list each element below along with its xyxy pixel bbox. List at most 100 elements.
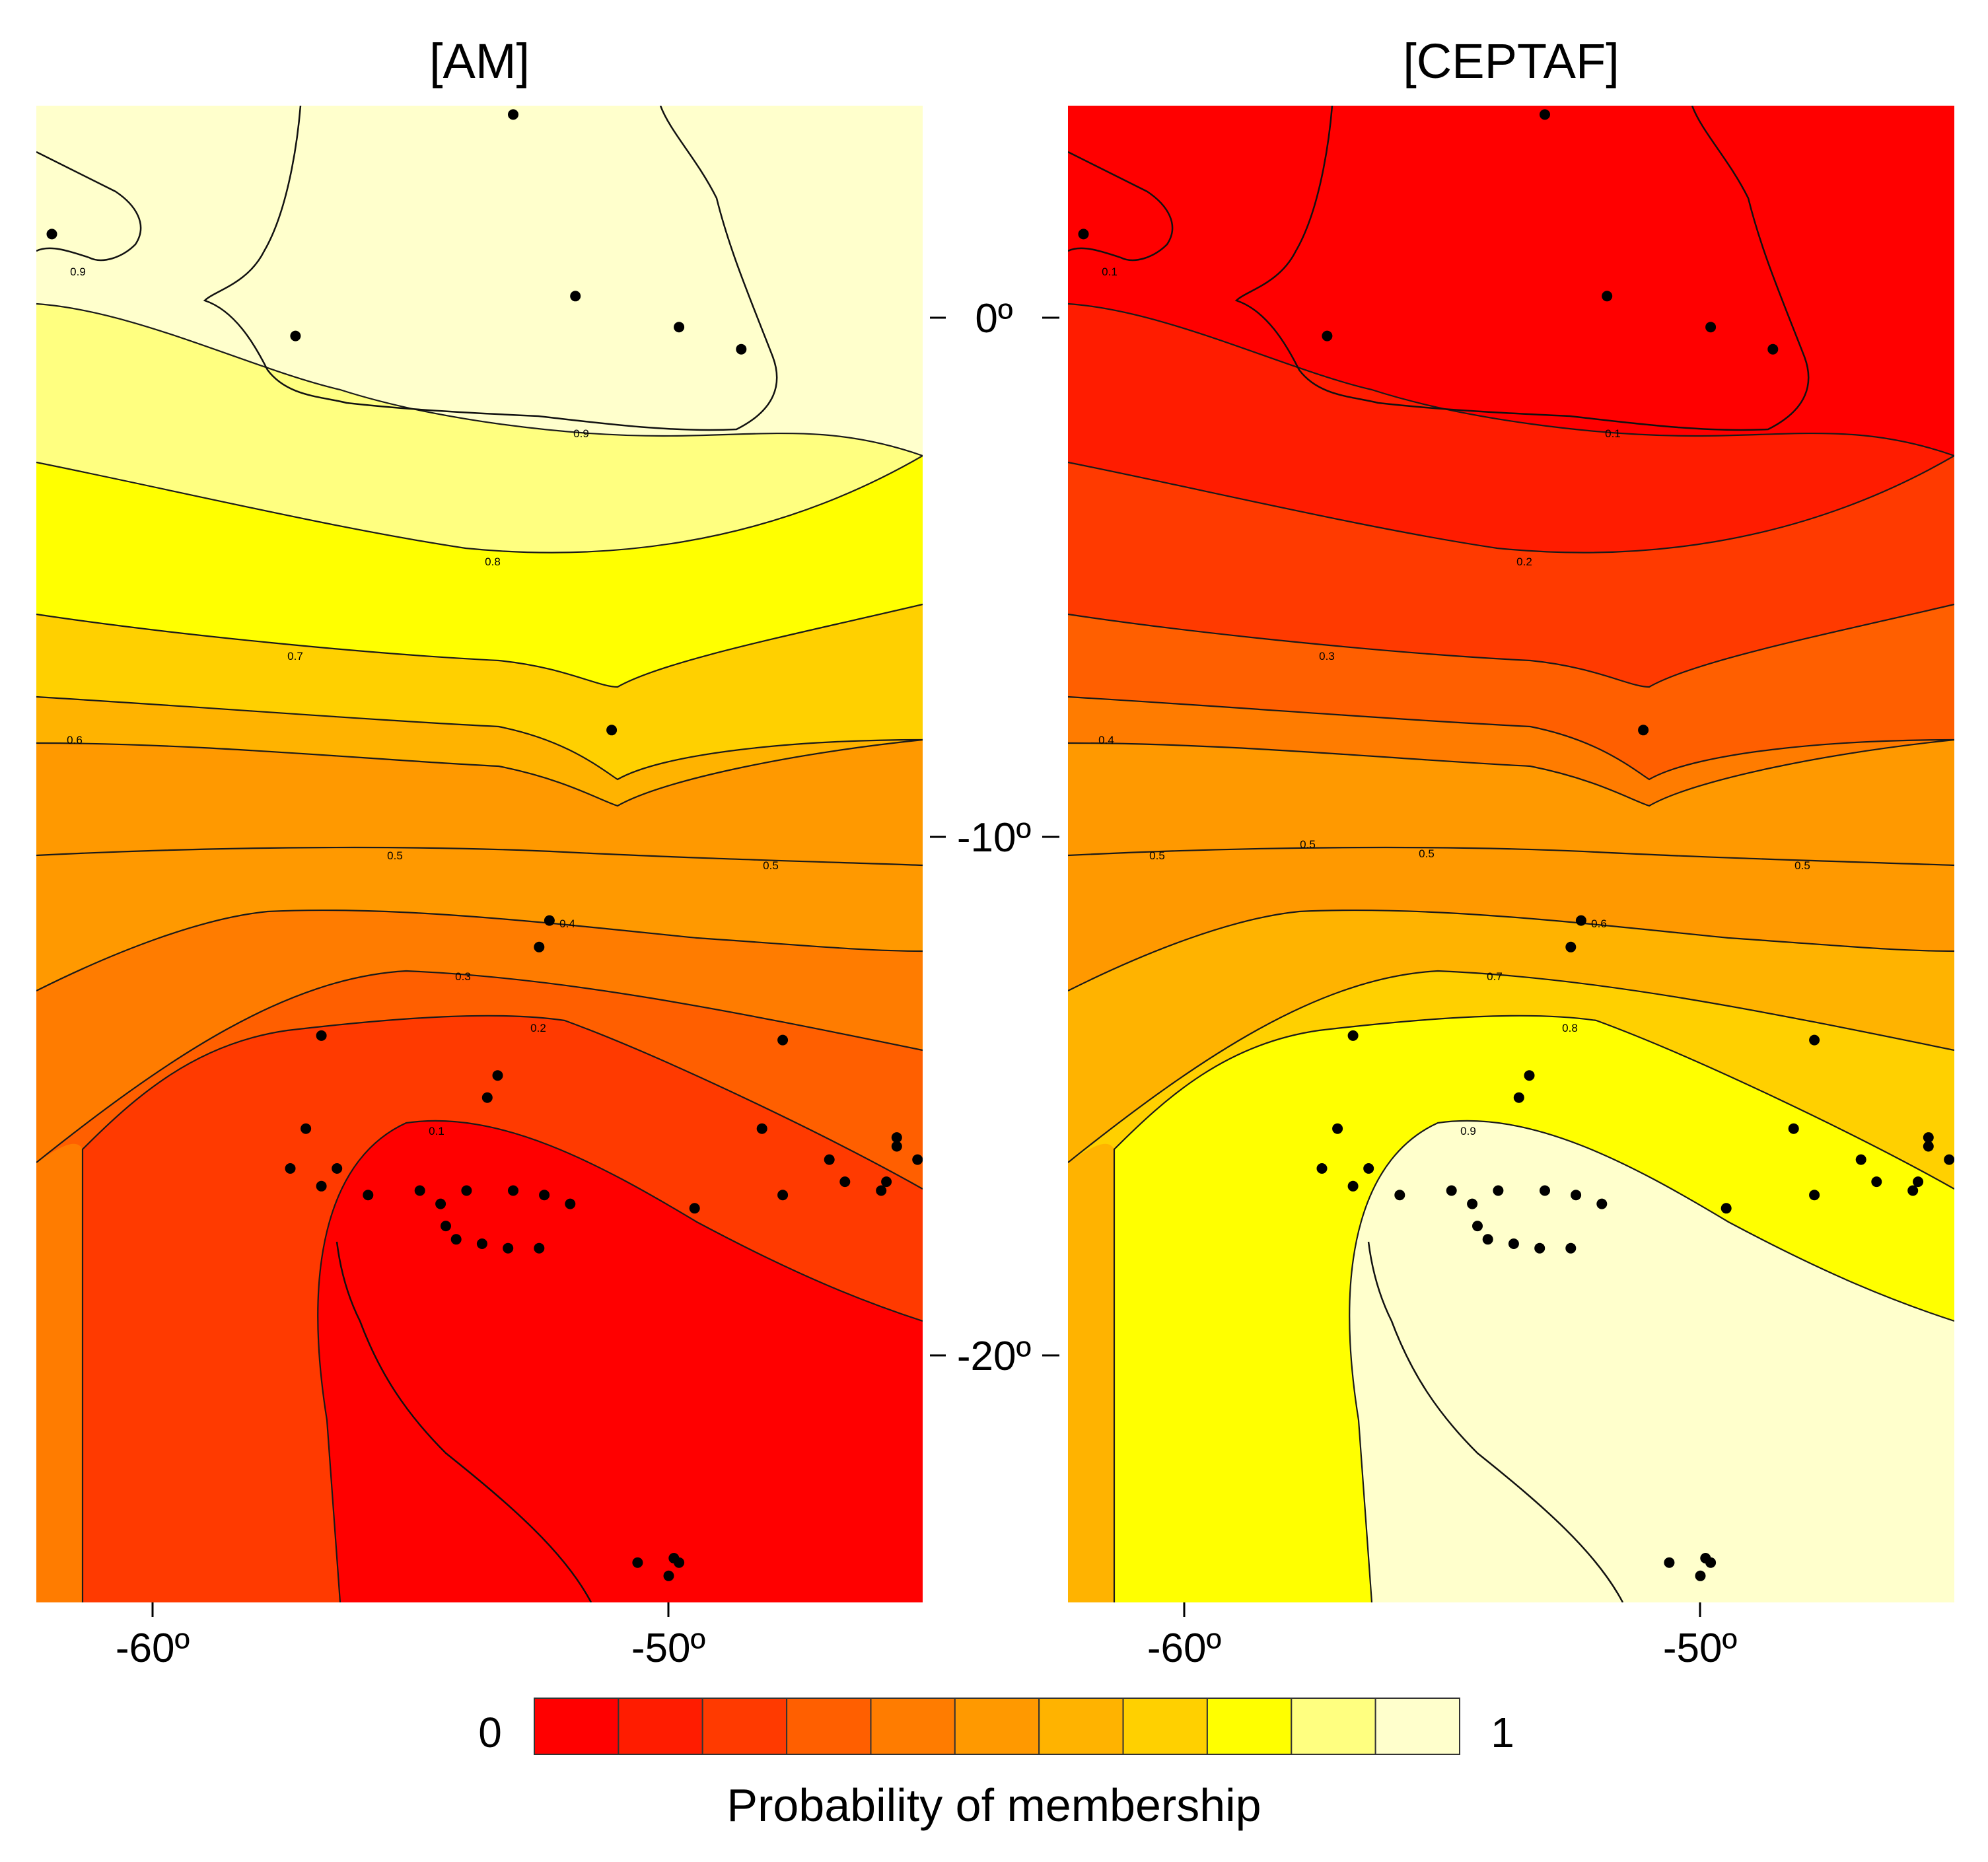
contour-lines-am (36, 303, 923, 1602)
y-tick-label: 0º (975, 296, 1012, 341)
sample-point (1913, 1176, 1924, 1188)
sample-point (1871, 1176, 1882, 1188)
sample-point (316, 1180, 327, 1192)
sample-point (1767, 343, 1779, 355)
contour-label: 0.3 (455, 970, 471, 983)
sample-point (570, 291, 581, 302)
panel-am: [AM] 0.9 0.9 0.8 0.7 0.6 0.5 0.5 0.4 0.3… (36, 34, 923, 1671)
y-axis: 0º -10º -20º (930, 296, 1059, 1379)
contour-line (1349, 1120, 1954, 1602)
x-axis-am: -60º -50º (116, 1602, 705, 1671)
sample-point (290, 330, 301, 341)
x-axis-ceptaf: -60º -50º (1147, 1602, 1737, 1671)
legend-swatch (870, 1698, 956, 1755)
y-tick-label: -20º (957, 1334, 1031, 1379)
sample-point (1695, 1570, 1706, 1581)
sample-point (1540, 1185, 1550, 1196)
sample-point (332, 1163, 343, 1174)
sample-point (1705, 322, 1717, 333)
sample-point (476, 1238, 487, 1249)
contour-lines-ceptaf (1068, 303, 1954, 1602)
sample-point (1944, 1154, 1954, 1165)
sample-point (1347, 1030, 1359, 1041)
sample-point (1923, 1141, 1934, 1152)
sample-point (285, 1163, 296, 1174)
sample-point (316, 1030, 327, 1041)
legend-swatch (534, 1698, 620, 1755)
coastline (1068, 151, 1174, 262)
contour-line (81, 1015, 923, 1602)
sample-point (1347, 1180, 1359, 1192)
contour-label: 0.6 (1591, 917, 1607, 930)
sample-point (539, 1190, 550, 1201)
sample-point (777, 1190, 789, 1201)
sample-point (46, 229, 57, 240)
contour-line (1068, 603, 1954, 688)
legend: 0 1 Probability of membership (478, 1698, 1514, 1831)
sample-point (876, 1185, 887, 1196)
legend-color-bar (534, 1698, 1461, 1755)
contour-label: 0.9 (1460, 1125, 1476, 1137)
sample-point (912, 1154, 923, 1165)
contour-label: 0.9 (70, 266, 86, 278)
contour-label: 0.8 (1562, 1022, 1578, 1034)
contour-line (1068, 303, 1954, 457)
sample-point (674, 1557, 685, 1568)
sample-point (1721, 1203, 1732, 1214)
legend-swatch (1038, 1698, 1124, 1755)
contour-label: 0.7 (1487, 970, 1503, 983)
legend-swatch (618, 1698, 703, 1755)
sample-point (534, 941, 545, 952)
contour-line (317, 1120, 923, 1602)
sample-point (481, 1092, 493, 1103)
contour-line (36, 696, 923, 781)
panel-title-ceptaf: [CEPTAF] (1403, 34, 1619, 89)
sample-point (1534, 1242, 1545, 1254)
contour-line (36, 303, 923, 457)
panel-title-am: [AM] (429, 34, 530, 89)
sample-point (1907, 1185, 1919, 1196)
sample-point (544, 915, 555, 926)
sample-point (1565, 1242, 1577, 1254)
legend-swatch (701, 1698, 788, 1755)
contour-label: 0.5 (1300, 838, 1316, 851)
coastline (203, 106, 778, 431)
contour-line (1113, 1015, 1954, 1602)
contour-label-group-ceptaf: 0.1 0.1 0.2 0.3 0.4 0.5 0.5 0.5 0.5 0.6 … (1098, 266, 1810, 1137)
contour-label: 0.5 (387, 849, 403, 862)
contour-label: 0.1 (1605, 427, 1621, 440)
y-tick-label: -10º (957, 815, 1031, 861)
sample-point (1638, 725, 1649, 736)
sample-point (435, 1198, 446, 1209)
coastline (1234, 106, 1810, 431)
legend-swatch (1122, 1698, 1208, 1755)
coastline (336, 1241, 592, 1602)
contour-label: 0.7 (287, 650, 303, 662)
sample-point (1571, 1190, 1582, 1201)
legend-swatch (954, 1698, 1040, 1755)
sample-point (414, 1185, 425, 1196)
legend-min-label: 0 (478, 1709, 502, 1756)
contour-label: 0.8 (485, 555, 501, 568)
legend-swatch (1206, 1698, 1293, 1755)
legend-swatch (1374, 1698, 1461, 1755)
contour-label: 0.6 (67, 734, 83, 746)
sample-point (508, 109, 518, 120)
sample-point (1446, 1185, 1457, 1196)
x-tick-label: -60º (1147, 1626, 1221, 1671)
sample-point (492, 1070, 503, 1081)
sample-point (824, 1154, 835, 1165)
sample-point (1705, 1557, 1717, 1568)
x-tick-label: -50º (1663, 1626, 1737, 1671)
contour-line (36, 970, 923, 1163)
sample-point (503, 1242, 514, 1254)
sample-point (1322, 330, 1333, 341)
sample-point (1565, 941, 1577, 952)
contour-label: 0.5 (763, 859, 779, 872)
contour-label: 0.1 (429, 1125, 444, 1137)
contour-line (36, 603, 923, 688)
x-tick-label: -60º (116, 1626, 190, 1671)
contour-line (1068, 846, 1954, 867)
sample-point (1855, 1154, 1866, 1165)
